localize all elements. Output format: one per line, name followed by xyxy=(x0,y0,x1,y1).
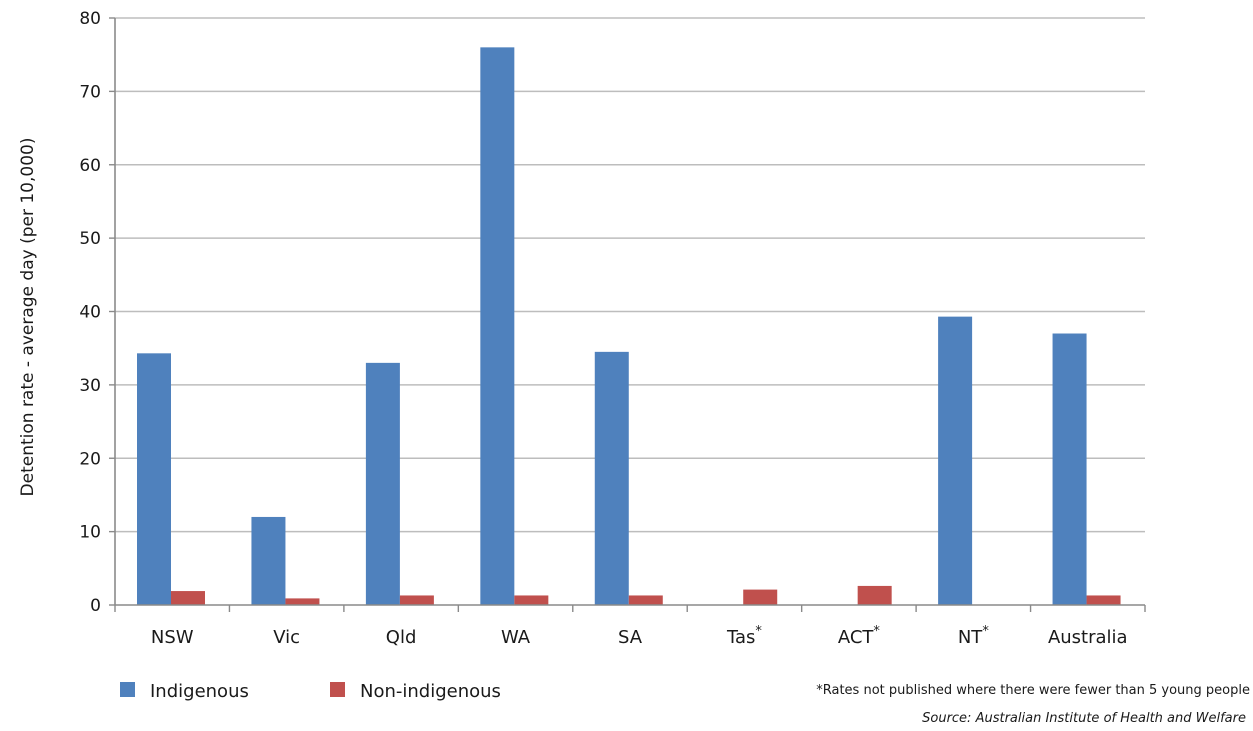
footnote: *Rates not published where there were fe… xyxy=(816,683,1250,698)
legend-swatch-non-indigenous xyxy=(330,682,345,697)
x-tick-label: Qld xyxy=(386,627,417,648)
x-tick-label: Vic xyxy=(273,627,300,648)
bar-indigenous-qld xyxy=(365,362,400,605)
gridlines xyxy=(115,17,1145,533)
y-axis-ticks: 0 10 20 30 40 50 60 70 80 xyxy=(79,9,115,616)
legend: Indigenous Non-indigenous xyxy=(120,681,501,702)
x-tick-label: NSW xyxy=(151,627,194,648)
bar-indigenous-wa xyxy=(480,47,515,606)
y-tick-label: 80 xyxy=(79,9,101,29)
x-tick-label: NT* xyxy=(958,624,989,648)
x-tick-label: ACT* xyxy=(838,624,881,648)
x-tick-label: SA xyxy=(618,627,643,648)
bar-indigenous-vic xyxy=(251,516,286,605)
bar-non-indigenous-vic xyxy=(285,598,320,605)
axes xyxy=(114,18,1146,612)
bar-non-indigenous-act xyxy=(857,585,892,605)
y-tick-label: 70 xyxy=(79,82,101,102)
legend-label-indigenous: Indigenous xyxy=(150,681,249,702)
bar-indigenous-sa xyxy=(594,351,629,605)
bar-non-indigenous-australia xyxy=(1086,595,1121,605)
bar-indigenous-nsw xyxy=(137,353,171,605)
y-tick-label: 10 xyxy=(79,523,101,543)
x-tick-label: Australia xyxy=(1048,627,1128,648)
x-axis-categories: NSW Vic Qld WA SA Tas* ACT* NT* Australia xyxy=(151,624,1128,648)
y-tick-label: 60 xyxy=(79,156,101,176)
y-tick-label: 40 xyxy=(79,303,101,323)
bar-non-indigenous-sa xyxy=(628,595,663,605)
y-axis-label: Detention rate - average day (per 10,000… xyxy=(18,138,38,497)
x-tick-label: Tas* xyxy=(726,624,762,648)
bar-non-indigenous-qld xyxy=(399,595,434,605)
bars xyxy=(137,47,1121,606)
bar-non-indigenous-tas xyxy=(743,589,778,605)
y-tick-label: 30 xyxy=(79,376,101,396)
bar-indigenous-australia xyxy=(1052,333,1087,605)
bar-indigenous-nt xyxy=(938,316,973,605)
bar-non-indigenous-wa xyxy=(514,595,549,605)
legend-swatch-indigenous xyxy=(120,682,135,697)
source-note: Source: Australian Institute of Health a… xyxy=(922,711,1246,726)
y-tick-label: 50 xyxy=(79,229,101,249)
legend-label-non-indigenous: Non-indigenous xyxy=(360,681,501,702)
bar-non-indigenous-nsw xyxy=(171,591,205,605)
y-tick-label: 20 xyxy=(79,449,101,469)
y-tick-label: 0 xyxy=(90,596,101,616)
x-tick-label: WA xyxy=(501,627,531,648)
